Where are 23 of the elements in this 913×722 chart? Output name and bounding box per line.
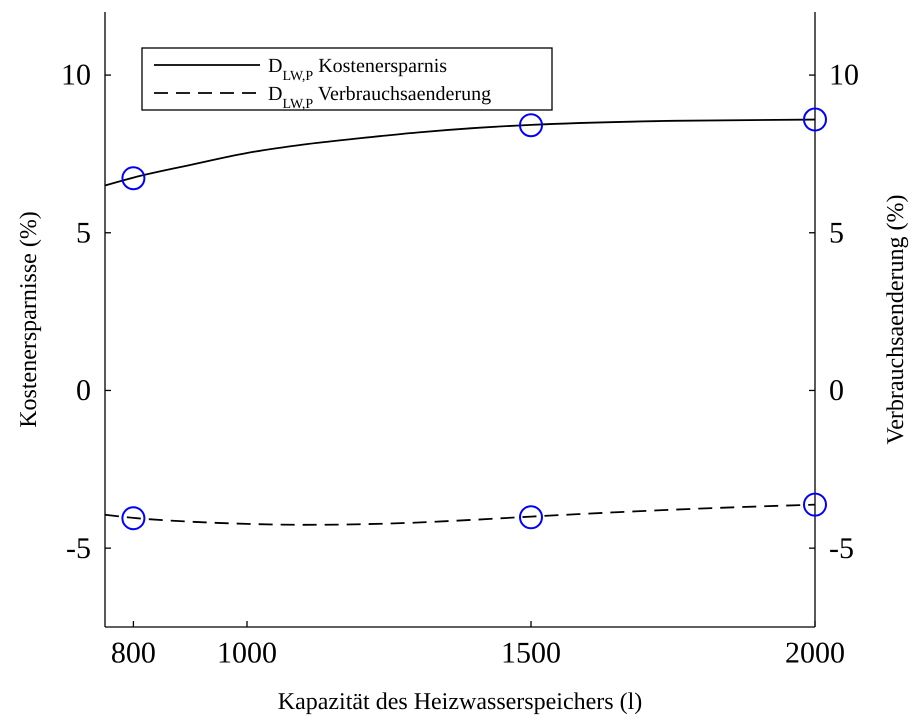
x-tick-label: 1000 [217, 636, 277, 670]
point [519, 113, 543, 138]
y-axis-title: Kostenersparnisse (%) [16, 211, 42, 428]
y2-tick-label: -5 [829, 532, 854, 565]
point [121, 506, 146, 530]
y-tick-label: 5 [76, 216, 91, 250]
point [121, 166, 146, 190]
y2-tick-label: 0 [829, 374, 844, 408]
y2-tick-label: 5 [829, 216, 844, 250]
y2-axis-title: Verbrauchsaenderung (%) [883, 194, 909, 444]
text: D$_{LW,P}$ Kostenersparnis [268, 55, 448, 84]
point [803, 492, 827, 517]
text: D$_{LW,P}$ Verbrauchsaenderung [268, 83, 492, 112]
point [519, 505, 543, 530]
y-tick-label: -5 [66, 532, 91, 565]
x-tick-label: 2000 [785, 636, 845, 670]
x-tick-label: 800 [110, 636, 156, 670]
y-tick-label: 0 [76, 374, 91, 408]
point [803, 108, 827, 132]
y2-tick-label: 10 [829, 58, 859, 92]
x-tick-label: 1500 [501, 636, 561, 670]
x-axis-title: Kapazität des Heizwasserspeichers (l) [278, 689, 642, 715]
y-tick-label: 10 [61, 58, 91, 92]
